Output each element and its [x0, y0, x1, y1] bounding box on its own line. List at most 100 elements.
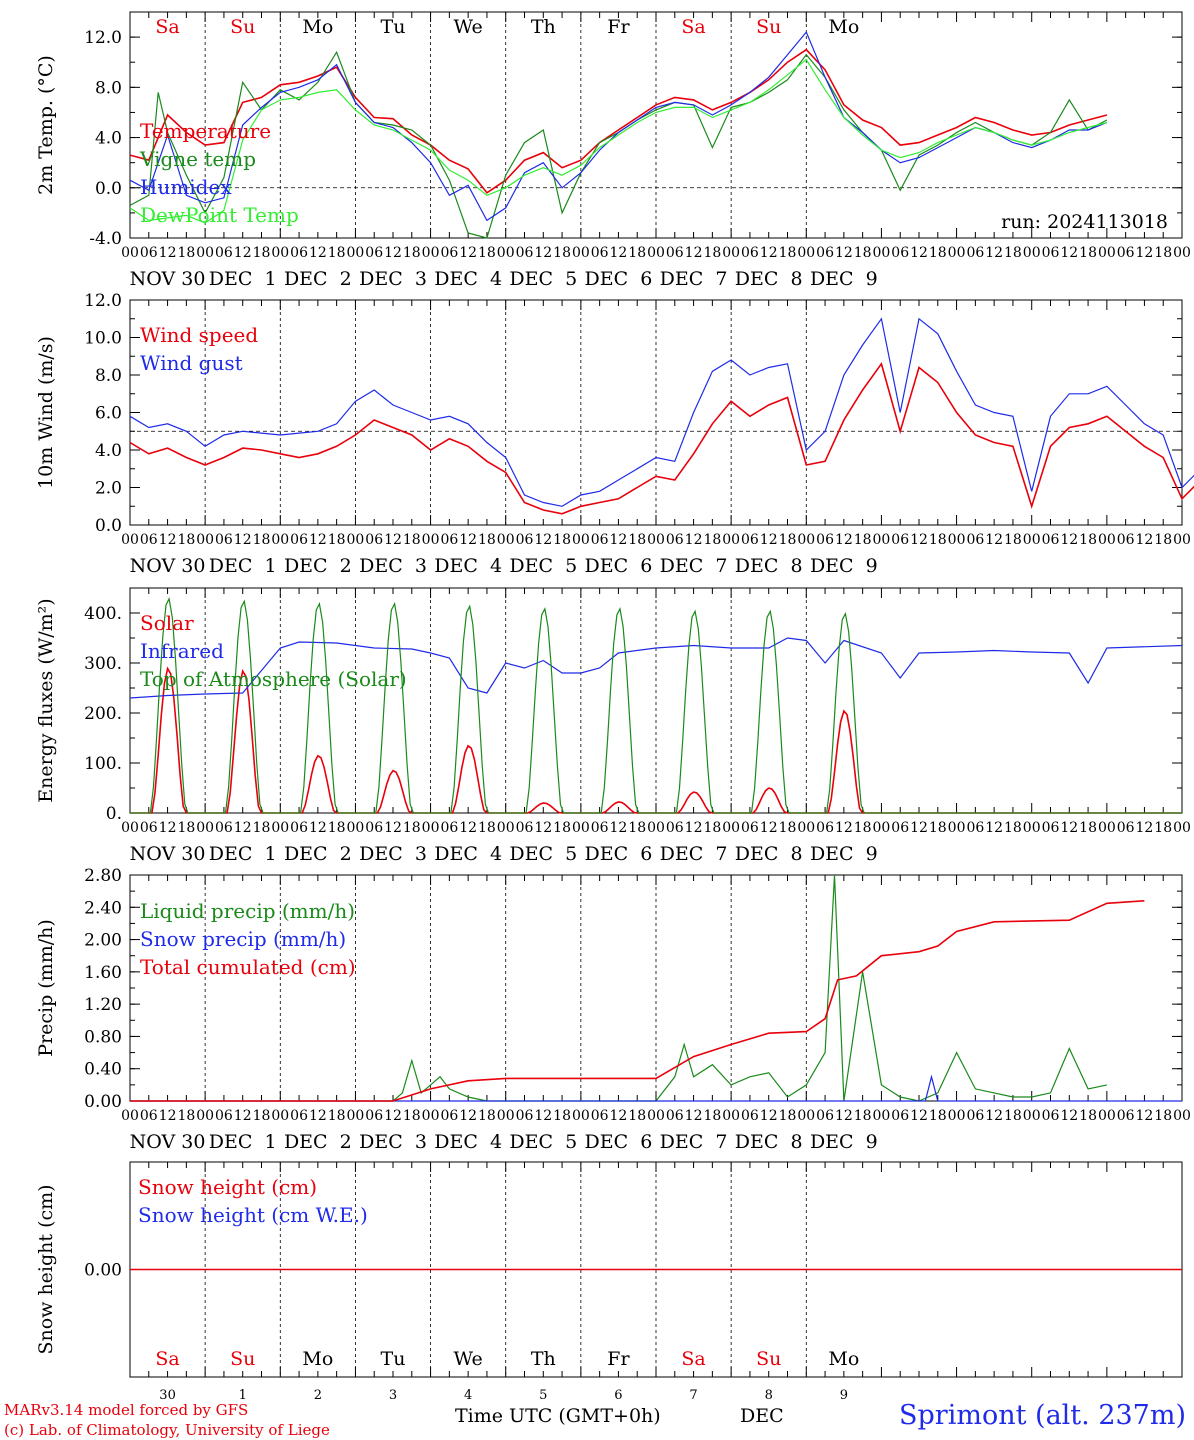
legend-entry: DewPoint Temp	[140, 203, 299, 227]
day-abbr: Sa	[155, 1348, 179, 1370]
hour-label: 18	[854, 820, 872, 836]
hour-label: 00	[271, 532, 289, 548]
y-tick-label: 2.40	[84, 898, 122, 918]
hour-label: 18	[1004, 245, 1022, 261]
hour-label: 18	[253, 820, 271, 836]
hour-label: 06	[290, 245, 308, 261]
panel-frame	[129, 587, 1183, 814]
hour-label: 18	[929, 245, 947, 261]
legend-entry: Top of Atmosphere (Solar)	[140, 667, 407, 691]
hour-label: 06	[440, 532, 458, 548]
hour-label: 00	[1098, 532, 1116, 548]
hour-label: 18	[403, 532, 421, 548]
date-label: DEC 3	[359, 268, 427, 290]
hour-label: 12	[384, 245, 402, 261]
date-label: DEC 5	[509, 1131, 577, 1153]
date-label: DEC 7	[660, 268, 728, 290]
y-tick-label: 4.0	[95, 129, 122, 149]
hour-label: 18	[628, 532, 646, 548]
legend-entry: Snow height (cm W.E.)	[138, 1203, 368, 1227]
hour-label: 00	[347, 1108, 365, 1124]
hour-label: 18	[1154, 1108, 1172, 1124]
hour-label: 18	[478, 532, 496, 548]
hour-label: 18	[328, 820, 346, 836]
hour-label: 06	[365, 245, 383, 261]
hour-label: 12	[234, 245, 252, 261]
y-tick-label: 8.0	[95, 78, 122, 98]
hour-label: 06	[140, 820, 158, 836]
hour-label: 06	[1042, 532, 1060, 548]
day-number: 30	[159, 1388, 176, 1403]
hour-label: 12	[685, 532, 703, 548]
date-label: DEC 9	[810, 843, 878, 865]
hour-label: 00	[347, 532, 365, 548]
day-abbr: Mo	[828, 16, 859, 38]
legend-entry: Temperature	[140, 119, 271, 143]
hour-label: 12	[610, 245, 628, 261]
hour-label: 18	[478, 820, 496, 836]
hour-label: 18	[553, 532, 571, 548]
hour-label: 12	[159, 820, 177, 836]
hour-label: 12	[159, 532, 177, 548]
date-label: DEC 5	[509, 268, 577, 290]
hour-label: 18	[703, 532, 721, 548]
hour-label: 18	[929, 532, 947, 548]
hour-label: 12	[459, 1108, 477, 1124]
hour-label: 06	[591, 820, 609, 836]
hour-label: 12	[309, 1108, 327, 1124]
hour-label: 06	[290, 1108, 308, 1124]
day-number: 1	[239, 1388, 247, 1403]
hour-label: 18	[779, 532, 797, 548]
hour-label: 00	[271, 245, 289, 261]
hour-label: 12	[685, 245, 703, 261]
hour-label: 00	[722, 245, 740, 261]
hour-label: 12	[459, 532, 477, 548]
hour-label: 18	[1154, 820, 1172, 836]
date-label: DEC 8	[735, 843, 803, 865]
hour-label: 06	[365, 1108, 383, 1124]
hour-label: 18	[1004, 1108, 1022, 1124]
hour-label: 00	[196, 1108, 214, 1124]
hour-label: 12	[1060, 1108, 1078, 1124]
hour-label: 00	[722, 820, 740, 836]
date-label: DEC 6	[585, 555, 653, 577]
hour-label: 18	[854, 532, 872, 548]
y-axis-label: Precip (mm/h)	[35, 919, 57, 1057]
hour-label: 18	[628, 820, 646, 836]
hour-label: 06	[365, 532, 383, 548]
legend-entry: Humidex	[140, 175, 232, 199]
hour-label: 06	[741, 1108, 759, 1124]
hour-label: 18	[703, 820, 721, 836]
hour-label: 12	[835, 1108, 853, 1124]
hour-label: 06	[816, 1108, 834, 1124]
y-tick-label: 0.40	[84, 1060, 122, 1080]
y-tick-label: 200.	[84, 704, 122, 724]
y-tick-label: 1.60	[84, 963, 122, 983]
hour-label: 06	[666, 532, 684, 548]
hour-label: 18	[929, 820, 947, 836]
y-tick-label: 8.0	[95, 366, 122, 386]
hour-label: 00	[497, 820, 515, 836]
hour-label: 06	[290, 532, 308, 548]
hour-label: 06	[966, 532, 984, 548]
hour-label: 06	[816, 820, 834, 836]
series-line	[129, 637, 1183, 699]
hour-label: 12	[835, 820, 853, 836]
hour-label: 06	[666, 820, 684, 836]
hour-label: 12	[1060, 532, 1078, 548]
hour-label: 00	[422, 1108, 440, 1124]
date-label: DEC 3	[359, 843, 427, 865]
legend-entry: Wind speed	[140, 323, 258, 347]
date-label: DEC 8	[735, 555, 803, 577]
hour-label: 06	[666, 1108, 684, 1124]
date-label: DEC 9	[810, 555, 878, 577]
hour-label: 00	[1098, 245, 1116, 261]
series-line	[129, 50, 1108, 239]
series-line	[129, 361, 1194, 515]
hour-label: 18	[779, 1108, 797, 1124]
hour-label: 06	[966, 820, 984, 836]
y-tick-label: 12.0	[84, 28, 122, 48]
hour-label: 00	[347, 245, 365, 261]
hour-label: 12	[1136, 532, 1154, 548]
date-label: DEC 3	[359, 1131, 427, 1153]
